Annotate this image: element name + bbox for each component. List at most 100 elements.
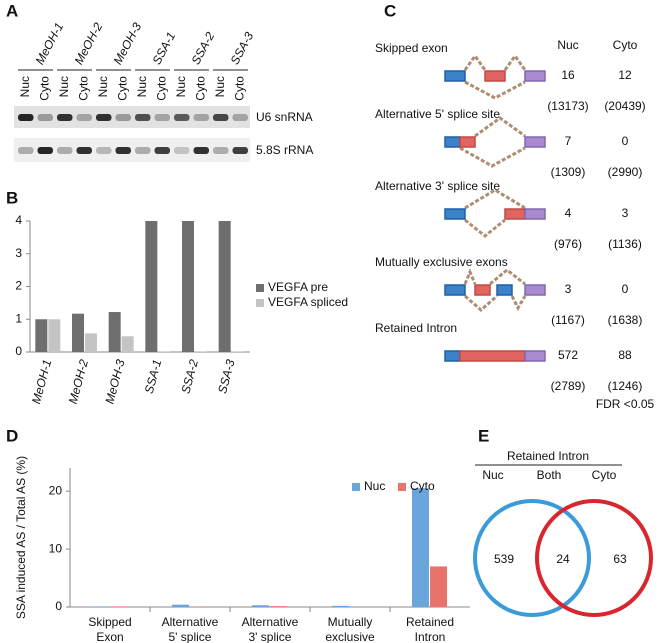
row-label: U6 snRNA (256, 110, 313, 124)
panel-label: E (478, 426, 489, 445)
junction (474, 116, 526, 138)
y-tick-label: 20 (49, 483, 63, 497)
lane-label: Nuc (96, 76, 110, 97)
venn-label: Nuc (482, 468, 503, 482)
gel-band (213, 147, 229, 154)
gel-band (37, 147, 53, 154)
gel-band (96, 114, 112, 121)
bar (270, 606, 287, 607)
legend-label: Nuc (364, 479, 385, 493)
x-tick-line: Mutually (328, 615, 373, 629)
gel-band (135, 114, 151, 121)
x-tick-line: Exon (96, 630, 123, 643)
event-total: (1309) (551, 165, 586, 179)
x-tick-line: 3' splice (249, 630, 292, 643)
gel-band (213, 114, 229, 121)
bar (430, 566, 447, 607)
exon (474, 284, 491, 296)
event-count: 3 (565, 282, 572, 296)
event-count: 7 (565, 134, 572, 148)
legend-label: Cyto (410, 479, 435, 493)
gel-band (57, 147, 73, 154)
exon (444, 208, 466, 220)
event-total: (2789) (551, 379, 586, 393)
panel-label: A (6, 1, 18, 20)
junction (464, 218, 506, 238)
venn-circle-nuc (473, 499, 591, 617)
exon (524, 284, 546, 296)
gel-band (193, 147, 209, 154)
lane-label: Nuc (57, 76, 71, 97)
gel-band (37, 114, 53, 121)
gel-band (76, 147, 92, 154)
gel-row (14, 138, 250, 162)
bar (92, 606, 109, 607)
event-count: 16 (561, 68, 575, 82)
exon (524, 208, 546, 220)
legend-label: VEGFA pre (268, 280, 328, 294)
venn-title: Retained Intron (507, 449, 589, 463)
x-tick-label: Skipped Exon (88, 615, 131, 643)
exon (459, 350, 526, 362)
bar (231, 351, 244, 352)
event-count: 0 (622, 134, 629, 148)
venn-label: Both (537, 468, 562, 482)
event-count: 3 (622, 206, 629, 220)
bar (332, 605, 349, 607)
exon (524, 136, 546, 148)
y-tick-label: 2 (15, 279, 22, 293)
legend-swatch (352, 483, 360, 491)
venn-circle-cyto (535, 499, 653, 617)
bar (121, 336, 134, 352)
event-total: (976) (554, 237, 582, 251)
legend-label: VEGFA spliced (268, 295, 348, 309)
x-tick-label: Retained Intron (406, 615, 454, 643)
panel-label: B (6, 188, 18, 207)
gel-band (18, 147, 34, 154)
event-count: 572 (558, 348, 578, 362)
x-tick-line: Skipped (88, 615, 131, 629)
bar (412, 488, 429, 607)
event-label: Alternative 5' splice site (375, 107, 500, 121)
lane-label: Nuc (135, 76, 149, 97)
lane-label: Cyto (232, 76, 246, 101)
gel-band (154, 114, 170, 121)
gel-band (135, 147, 151, 154)
column-header: Nuc (557, 38, 578, 52)
gel-band (76, 114, 92, 121)
event-label: Retained Intron (375, 321, 457, 335)
event-label: Skipped exon (375, 41, 448, 55)
junction (463, 268, 477, 285)
event-total: (1167) (551, 313, 585, 327)
venn-count: 63 (613, 552, 627, 566)
y-axis-label: SSA induced AS / Total AS (%) (14, 456, 28, 619)
x-tick-line: Intron (415, 630, 446, 643)
gel-band (174, 114, 190, 121)
lane-label: Cyto (37, 76, 51, 101)
y-tick-label: 4 (15, 213, 22, 227)
bar (195, 351, 207, 352)
venn-count: 24 (556, 552, 570, 566)
exon (444, 350, 461, 362)
gel-band (18, 114, 34, 121)
event-label: Mutually exclusive exons (375, 255, 508, 269)
column-header: Cyto (613, 38, 638, 52)
row-label: 5.8S rRNA (256, 143, 313, 157)
exon (524, 70, 546, 82)
lane-label: Nuc (18, 76, 32, 97)
bar (48, 319, 61, 352)
lane-label: Cyto (154, 76, 168, 101)
y-tick-label: 0 (55, 599, 62, 613)
gel-row (14, 106, 250, 128)
y-tick-label: 10 (49, 541, 63, 555)
x-tick-line: Alternative (242, 615, 299, 629)
bar (252, 605, 269, 607)
lane-label: Nuc (213, 76, 227, 97)
exon (484, 70, 506, 82)
event-count: 12 (618, 68, 632, 82)
junction (464, 80, 526, 100)
gel-band (96, 147, 112, 154)
